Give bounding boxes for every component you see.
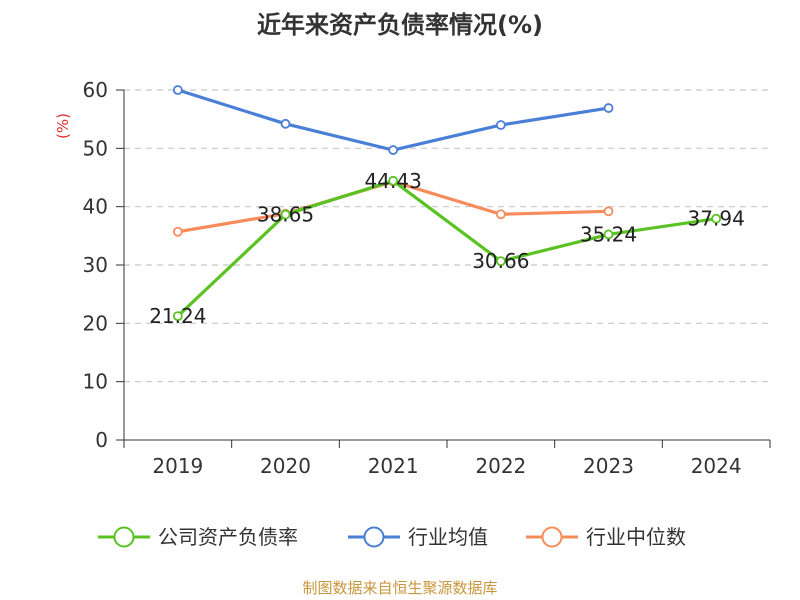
data-label-2022: 30.66 <box>472 249 529 273</box>
y-tick-label-60: 60 <box>83 78 108 102</box>
series-point-0-2020[interactable] <box>280 209 291 220</box>
legend-marker-2 <box>541 526 563 548</box>
legend-marker-0 <box>113 526 135 548</box>
series-point-2-2022[interactable] <box>495 209 506 220</box>
y-axis-unit: (%) <box>54 113 72 139</box>
y-tick-label-10: 10 <box>83 370 108 394</box>
x-tick-label-2022: 2022 <box>475 454 526 478</box>
series-point-1-2020[interactable] <box>280 118 291 129</box>
data-label-2020: 38.65 <box>257 203 314 227</box>
series-0 <box>172 175 722 322</box>
legend-item-0[interactable]: 公司资产负债率 <box>98 525 298 549</box>
x-tick-label-2024: 2024 <box>691 454 742 478</box>
series-1 <box>172 85 614 155</box>
series-line-0 <box>176 179 717 318</box>
series-point-0-2021[interactable] <box>388 175 399 186</box>
y-tick-label-50: 50 <box>83 136 108 160</box>
series-point-2-2019[interactable] <box>172 226 183 237</box>
legend[interactable]: 公司资产负债率 行业均值 行业中位数 <box>98 525 686 549</box>
series-point-0-2023[interactable] <box>603 229 614 240</box>
legend-item-2[interactable]: 行业中位数 <box>526 525 686 549</box>
data-label-2019: 21.24 <box>149 304 206 328</box>
data-label-2021: 44.43 <box>365 169 422 193</box>
legend-label-1: 行业均值 <box>408 525 488 549</box>
series-point-1-2023[interactable] <box>603 103 614 113</box>
source-note: 制图数据来自恒生聚源数据库 <box>302 579 497 597</box>
x-tick-label-2021: 2021 <box>368 454 419 478</box>
series-point-1-2021[interactable] <box>388 145 399 155</box>
series-point-0-2022[interactable] <box>495 256 506 267</box>
y-tick-label-0: 0 <box>95 428 108 452</box>
series-point-0-2019[interactable] <box>172 311 183 322</box>
series-point-1-2022[interactable] <box>495 120 506 130</box>
data-labels: 21.24 38.65 44.43 30.66 35.24 37.94 <box>149 169 745 328</box>
legend-marker-1 <box>363 526 385 548</box>
series-point-1-2019[interactable] <box>172 85 183 95</box>
chart-title: 近年来资产负债率情况(%) <box>257 11 543 39</box>
axes: 0 10 20 30 40 50 60 2019 2020 2021 2022 2023 2024 <box>83 78 771 478</box>
series-line-1 <box>177 88 609 152</box>
y-tick-label-20: 20 <box>83 311 108 335</box>
data-label-2024: 37.94 <box>688 207 745 231</box>
x-tick-label-2019: 2019 <box>152 454 203 478</box>
data-label-2023: 35.24 <box>580 222 637 246</box>
y-tick-label-40: 40 <box>83 195 108 219</box>
legend-item-1[interactable]: 行业均值 <box>348 525 488 549</box>
legend-label-0: 公司资产负债率 <box>158 525 298 549</box>
series-point-0-2024[interactable] <box>711 213 722 224</box>
series <box>172 85 722 322</box>
series-point-2-2023[interactable] <box>603 206 614 217</box>
x-tick-label-2023: 2023 <box>583 454 634 478</box>
legend-label-2: 行业中位数 <box>586 525 686 549</box>
x-tick-label-2020: 2020 <box>260 454 311 478</box>
y-tick-label-30: 30 <box>83 253 108 277</box>
grid <box>124 89 770 383</box>
